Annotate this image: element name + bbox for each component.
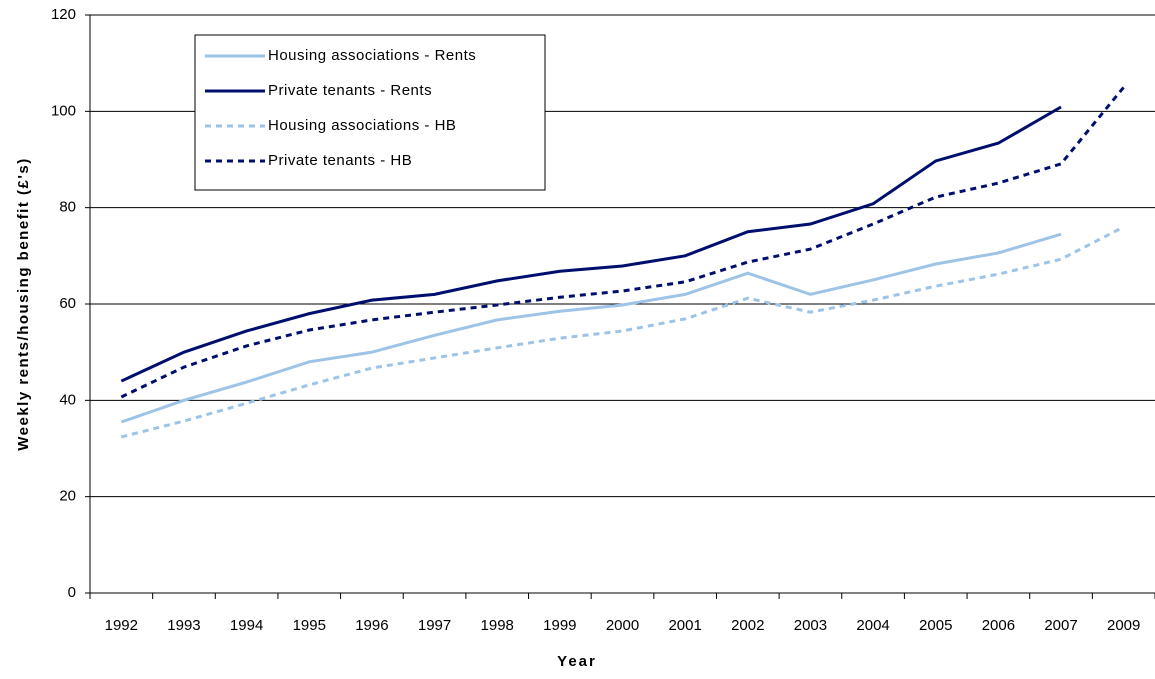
y-axis-label: Weekly rents/housing benefit (£'s) xyxy=(15,157,32,451)
legend-label: Housing associations - HB xyxy=(268,117,456,134)
y-tick-label: 60 xyxy=(59,295,76,312)
x-tick-label: 2000 xyxy=(606,617,639,634)
x-tick-label: 2009 xyxy=(1107,617,1140,634)
x-tick-label: 1998 xyxy=(481,617,514,634)
y-tick-label: 80 xyxy=(59,199,76,216)
x-tick-label: 2005 xyxy=(919,617,952,634)
x-tick-label: 2001 xyxy=(668,617,701,634)
x-tick-label: 1992 xyxy=(105,617,138,634)
y-tick-label: 40 xyxy=(59,391,76,408)
x-tick-label: 1999 xyxy=(543,617,576,634)
x-tick-label: 2004 xyxy=(856,617,889,634)
series-line xyxy=(120,105,1062,383)
x-tick-label: 1996 xyxy=(355,617,388,634)
legend-box xyxy=(194,34,546,191)
y-tick-label: 0 xyxy=(68,584,76,601)
x-tick-label: 1995 xyxy=(293,617,326,634)
y-tick-label: 20 xyxy=(59,488,76,505)
x-tick-label: 2003 xyxy=(794,617,827,634)
y-tick-label: 100 xyxy=(51,102,76,119)
x-tick-label: 2007 xyxy=(1044,617,1077,634)
x-tick-label: 1994 xyxy=(230,617,263,634)
x-axis-label: Year xyxy=(557,653,597,670)
series-line xyxy=(120,86,1125,399)
x-tick-label: 2006 xyxy=(982,617,1015,634)
legend-label: Private tenants - Rents xyxy=(268,82,432,99)
y-tick-label: 120 xyxy=(51,6,76,23)
x-tick-label: 1997 xyxy=(418,617,451,634)
series-line xyxy=(120,232,1062,424)
legend-label: Housing associations - Rents xyxy=(268,47,476,64)
x-tick-label: 2002 xyxy=(731,617,764,634)
legend-label: Private tenants - HB xyxy=(268,152,412,169)
x-tick-label: 1993 xyxy=(167,617,200,634)
